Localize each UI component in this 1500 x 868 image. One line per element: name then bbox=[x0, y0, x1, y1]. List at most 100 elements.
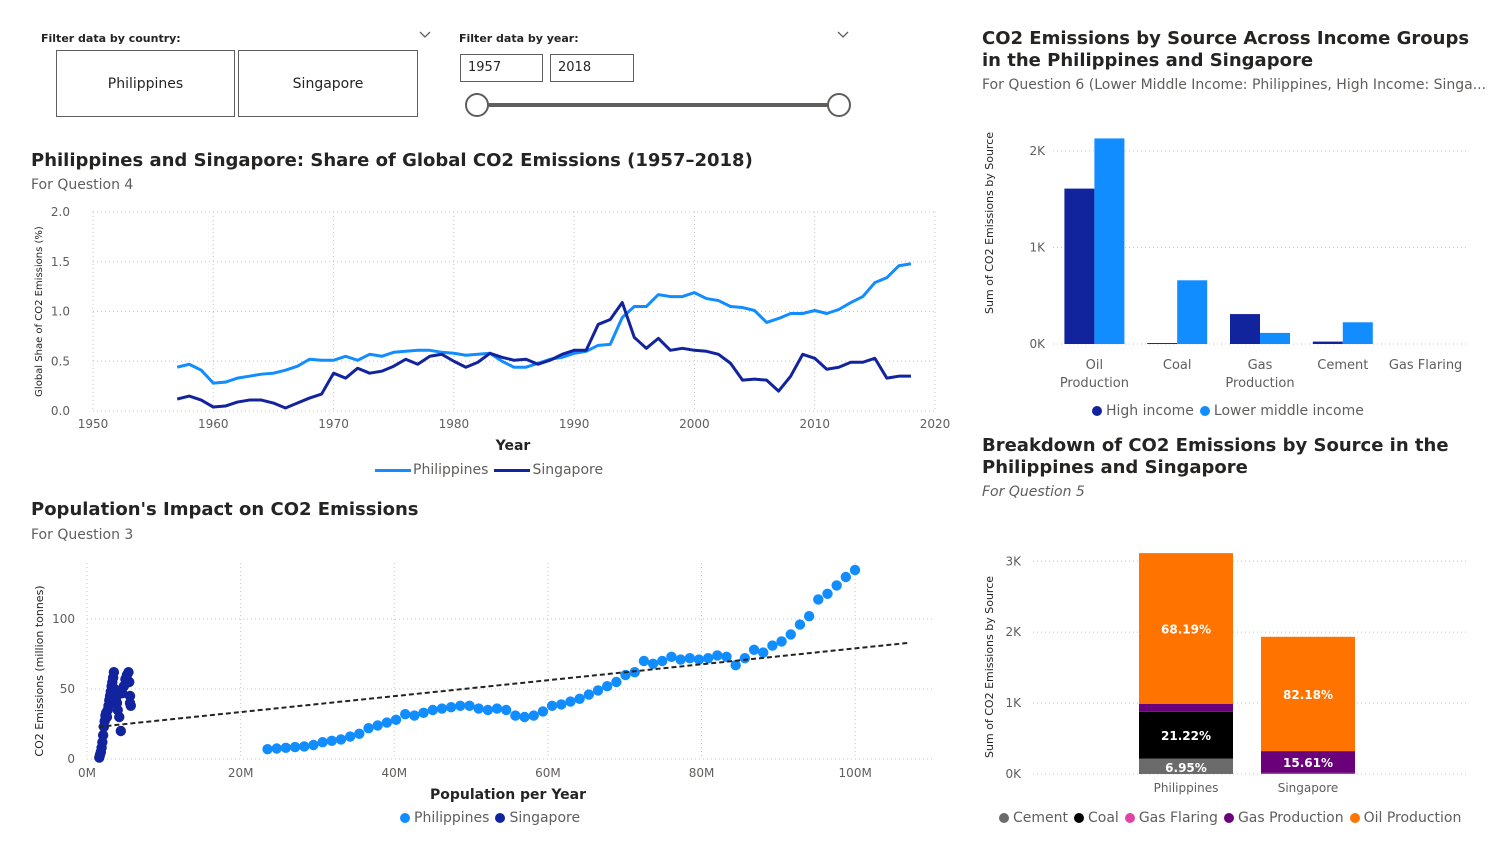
legend-item-philippines[interactable]: Philippines bbox=[400, 810, 489, 826]
year-start-input[interactable]: 1957 bbox=[460, 54, 543, 82]
y-axis-title: Sum of CO2 Emissions by Source bbox=[983, 576, 996, 758]
stack-segment-coal bbox=[1139, 711, 1233, 759]
scatter-point-philippines bbox=[455, 700, 466, 711]
scatter-point-singapore bbox=[123, 667, 134, 678]
population-chart-subtitle: For Question 3 bbox=[31, 527, 134, 543]
x-axis-title: Population per Year bbox=[430, 787, 586, 803]
legend-item-philippines[interactable]: Philippines bbox=[375, 462, 488, 478]
scatter-point-philippines bbox=[592, 685, 604, 696]
scatter-point-singapore bbox=[125, 700, 136, 711]
scatter-point-philippines bbox=[491, 703, 503, 714]
scatter-point-philippines bbox=[344, 731, 356, 742]
scatter-point-philippines bbox=[675, 654, 686, 665]
scatter-point-philippines bbox=[308, 739, 319, 751]
scatter-point-philippines bbox=[299, 741, 310, 752]
x-tick-label: 40M bbox=[381, 766, 407, 780]
year-end-input[interactable]: 2018 bbox=[550, 54, 634, 82]
scatter-point-philippines bbox=[666, 651, 677, 662]
legend-item-cement[interactable]: Cement bbox=[999, 810, 1068, 826]
legend-swatch-philippines bbox=[375, 468, 411, 472]
scatter-point-philippines bbox=[418, 707, 429, 718]
year-slider-track[interactable] bbox=[477, 103, 839, 107]
legend-label-coal: Coal bbox=[1088, 810, 1119, 826]
scatter-point-philippines bbox=[510, 710, 521, 721]
scatter-point-philippines bbox=[409, 710, 420, 721]
scatter-point-philippines bbox=[785, 629, 796, 640]
data-label: 6.95% bbox=[1165, 761, 1207, 775]
x-axis-title: Year bbox=[495, 438, 531, 454]
population-chart-title: Population's Impact on CO2 Emissions bbox=[31, 499, 419, 520]
scatter-point-philippines bbox=[464, 700, 475, 711]
scatter-point-philippines bbox=[372, 720, 383, 731]
income-chart-subtitle: For Question 6 (Lower Middle Income: Phi… bbox=[982, 77, 1487, 93]
series-line-philippines bbox=[176, 262, 912, 385]
bar-high-income bbox=[1064, 188, 1095, 344]
y-tick-label: 1K bbox=[1005, 696, 1022, 710]
stack-segment-cement bbox=[1261, 773, 1355, 774]
legend-label-gas-flaring: Gas Flaring bbox=[1138, 810, 1218, 826]
scatter-point-philippines bbox=[767, 640, 778, 651]
scatter-point-philippines bbox=[528, 710, 539, 721]
year-slider-start-handle[interactable] bbox=[465, 93, 489, 117]
y-tick-label: 50 bbox=[60, 682, 75, 696]
bar-lower-middle-income bbox=[1260, 332, 1290, 344]
x-tick-label: 60M bbox=[535, 766, 561, 780]
income-legend: High income Lower middle income bbox=[1092, 403, 1370, 419]
scatter-point-philippines bbox=[326, 735, 337, 746]
population-legend: Philippines Singapore bbox=[400, 810, 586, 826]
scatter-point-philippines bbox=[473, 703, 484, 714]
breakdown-chart-subtitle: For Question 5 bbox=[982, 484, 1085, 500]
legend-label-lower-middle-income: Lower middle income bbox=[1213, 403, 1364, 419]
share-line-chart: 0.0 0.5 1.0 1.5 2.0 1950 1960 1970 1980 1990 2000 2… bbox=[34, 205, 951, 454]
scatter-point-philippines bbox=[317, 737, 328, 748]
y-axis-title: Global Shae of CO2 Emissions (%) bbox=[34, 226, 45, 397]
legend-item-singapore[interactable]: Singapore bbox=[494, 462, 603, 478]
y-axis-title: CO2 Emissions (million tonnes) bbox=[33, 585, 46, 756]
scatter-point-philippines bbox=[748, 644, 760, 655]
legend-label-singapore: Singapore bbox=[509, 810, 581, 826]
bar-high-income bbox=[1312, 341, 1343, 344]
scatter-point-philippines bbox=[813, 594, 824, 605]
legend-label-singapore: Singapore bbox=[532, 462, 604, 478]
scatter-point-philippines bbox=[574, 693, 585, 704]
legend-item-singapore[interactable]: Singapore bbox=[495, 810, 580, 826]
income-bar-chart: 0K 1K 2K Sum of CO2 Emissions by Source Oil P… bbox=[983, 132, 1467, 391]
scatter-point-philippines bbox=[849, 564, 861, 576]
chevron-down-icon[interactable] bbox=[837, 28, 849, 43]
legend-item-lower-middle-income[interactable]: Lower middle income bbox=[1199, 403, 1364, 419]
legend-item-coal[interactable]: Coal bbox=[1074, 810, 1119, 826]
y-tick-label: 0.5 bbox=[51, 354, 70, 368]
scatter-point-philippines bbox=[354, 728, 365, 739]
x-tick-label: 1980 bbox=[439, 417, 470, 431]
bar-high-income bbox=[1147, 343, 1178, 344]
chevron-down-icon[interactable] bbox=[419, 28, 431, 43]
country-tile-singapore[interactable]: Singapore bbox=[238, 50, 418, 117]
scatter-point-philippines bbox=[546, 700, 558, 711]
scatter-point-philippines bbox=[583, 689, 595, 700]
x-tick-label: 1950 bbox=[78, 417, 109, 431]
legend-item-gas-flaring[interactable]: Gas Flaring bbox=[1124, 810, 1218, 826]
legend-item-oil-production[interactable]: Oil Production bbox=[1349, 810, 1461, 826]
scatter-point-philippines bbox=[289, 741, 301, 753]
x-tick-label: Gas Flaring bbox=[1389, 358, 1462, 373]
legend-swatch-singapore bbox=[495, 813, 506, 823]
legend-swatch-oil-production bbox=[1349, 813, 1360, 823]
share-chart-subtitle: For Question 4 bbox=[31, 177, 134, 193]
scatter-point-philippines bbox=[445, 702, 457, 713]
legend-item-high-income[interactable]: High income bbox=[1092, 403, 1194, 419]
country-tile-philippines[interactable]: Philippines bbox=[56, 50, 235, 117]
scatter-point-philippines bbox=[822, 588, 833, 599]
stack-segment-oil-production bbox=[1261, 636, 1355, 752]
year-slider-end-handle[interactable] bbox=[827, 93, 851, 117]
x-tick-label: Production bbox=[1060, 376, 1129, 391]
x-tick-label: 80M bbox=[689, 766, 715, 780]
y-tick-label: 2K bbox=[1005, 625, 1022, 639]
legend-swatch-coal bbox=[1074, 813, 1085, 823]
y-tick-label: 3K bbox=[1005, 554, 1022, 568]
y-tick-label: 1.5 bbox=[51, 255, 70, 269]
x-tick-label: Coal bbox=[1163, 358, 1192, 373]
x-tick-label: 2020 bbox=[920, 417, 951, 431]
scatter-point-philippines bbox=[730, 660, 741, 671]
legend-item-gas-production[interactable]: Gas Production bbox=[1223, 810, 1344, 826]
share-legend: Philippines Singapore bbox=[375, 462, 609, 478]
